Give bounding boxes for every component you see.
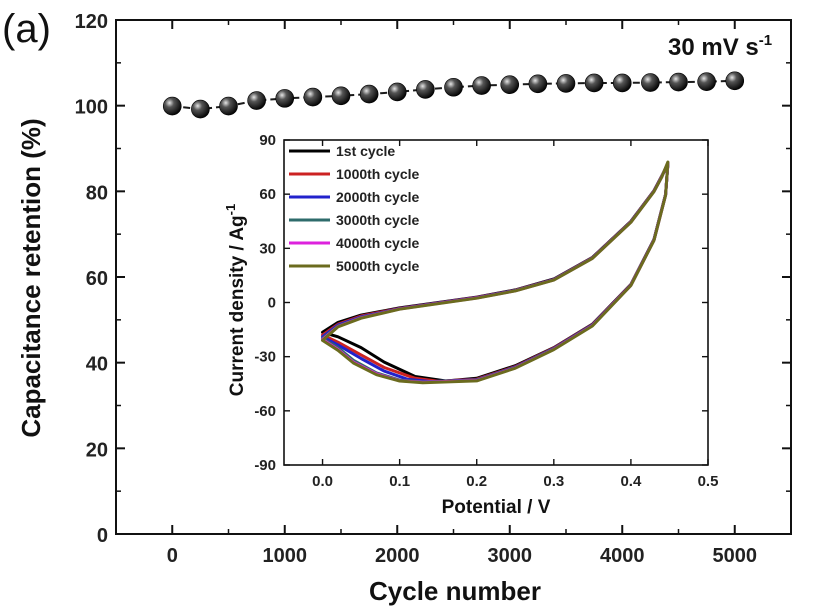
retention-point bbox=[162, 96, 182, 116]
retention-point bbox=[725, 71, 745, 91]
inset-y-axis-title-text: Current density / Ag bbox=[227, 215, 248, 396]
main-y-tick-labels: 0 20 40 60 80 100 120 bbox=[75, 11, 108, 547]
legend-label: 4000th cycle bbox=[336, 235, 419, 251]
inset-y-tick-label: -60 bbox=[254, 403, 276, 420]
retention-point bbox=[331, 86, 351, 106]
main-x-tick-label: 1000 bbox=[263, 545, 308, 567]
retention-point bbox=[556, 74, 576, 93]
main-y-tick-label: 0 bbox=[97, 525, 108, 547]
scan-rate-annotation: 30 mV s-1 bbox=[668, 32, 772, 61]
retention-point bbox=[275, 89, 295, 108]
scan-rate-text: 30 mV s bbox=[668, 34, 759, 61]
inset-y-tick-label: -90 bbox=[254, 457, 276, 474]
inset-x-axis-title: Potential / V bbox=[442, 497, 551, 518]
retention-point bbox=[472, 76, 491, 95]
retention-point bbox=[219, 96, 238, 116]
legend-label: 2000th cycle bbox=[336, 189, 419, 205]
inset-x-tick-label: 0.0 bbox=[312, 473, 333, 490]
main-x-tick-label: 3000 bbox=[488, 545, 533, 567]
inset-legend: 1st cycle 1000th cycle 2000th cycle 3000th … bbox=[289, 143, 419, 274]
main-y-tick-label: 100 bbox=[75, 97, 108, 119]
retention-point bbox=[612, 73, 632, 93]
main-y-tick-label: 80 bbox=[86, 182, 108, 204]
main-y-axis-title: Capacitance retention (%) bbox=[16, 118, 46, 437]
retention-point bbox=[669, 72, 688, 92]
inset-y-tick-label: 0 bbox=[268, 295, 276, 312]
legend-label: 3000th cycle bbox=[336, 212, 419, 228]
main-x-axis-title: Cycle number bbox=[369, 576, 541, 606]
retention-point bbox=[247, 91, 266, 110]
main-x-tick-label: 5000 bbox=[713, 545, 758, 567]
main-x-tick-label: 0 bbox=[167, 545, 178, 567]
retention-line bbox=[172, 79, 735, 111]
main-x-tick-label: 4000 bbox=[600, 545, 645, 567]
retention-point bbox=[697, 72, 716, 91]
retention-point bbox=[528, 74, 548, 94]
retention-point bbox=[641, 73, 660, 92]
retention-point bbox=[416, 80, 435, 99]
inset-x-tick-label: 0.2 bbox=[466, 473, 487, 490]
cv-curves bbox=[321, 160, 670, 385]
retention-point bbox=[387, 82, 407, 102]
retention-point bbox=[500, 75, 520, 94]
legend-label: 5000th cycle bbox=[336, 258, 419, 274]
retention-point bbox=[359, 84, 379, 104]
inset-x-tick-label: 0.5 bbox=[698, 473, 719, 490]
panel-label: (a) bbox=[2, 7, 51, 51]
legend-label: 1st cycle bbox=[336, 143, 395, 159]
inset-x-tick-label: 0.3 bbox=[543, 473, 564, 490]
main-x-tick-labels: 0 1000 2000 3000 4000 5000 bbox=[167, 545, 757, 567]
inset-y-tick-labels: -90 -60 -30 0 30 60 90 bbox=[254, 132, 276, 474]
inset-plot-frame bbox=[283, 139, 709, 466]
inset-x-tick-label: 0.4 bbox=[620, 473, 642, 490]
legend-label: 1000th cycle bbox=[336, 166, 419, 182]
main-y-tick-label: 40 bbox=[86, 354, 108, 376]
cv-curve bbox=[321, 160, 670, 385]
retention-point bbox=[191, 99, 210, 119]
main-x-tick-label: 2000 bbox=[375, 545, 420, 567]
inset-y-tick-label: -30 bbox=[254, 349, 276, 366]
inset-y-axis-superscript: -1 bbox=[223, 204, 238, 216]
inset-axis-ticks bbox=[284, 139, 709, 466]
inset-y-axis-title: Current density / Ag-1 bbox=[223, 204, 248, 396]
inset-x-tick-label: 0.1 bbox=[389, 473, 410, 490]
inset-y-tick-label: 60 bbox=[259, 186, 276, 203]
inset-y-tick-label: 90 bbox=[259, 132, 276, 149]
retention-point bbox=[444, 77, 463, 97]
retention-point bbox=[303, 87, 323, 107]
main-y-tick-label: 120 bbox=[75, 11, 108, 33]
main-y-tick-label: 60 bbox=[86, 268, 108, 290]
scan-rate-superscript: -1 bbox=[759, 32, 772, 49]
retention-series bbox=[162, 71, 745, 119]
main-y-tick-label: 20 bbox=[86, 439, 108, 461]
main-axis-ticks bbox=[116, 19, 791, 535]
retention-point bbox=[584, 73, 604, 93]
inset-y-tick-label: 30 bbox=[259, 240, 276, 257]
inset-x-tick-labels: 0.0 0.1 0.2 0.3 0.4 0.5 bbox=[312, 473, 718, 490]
